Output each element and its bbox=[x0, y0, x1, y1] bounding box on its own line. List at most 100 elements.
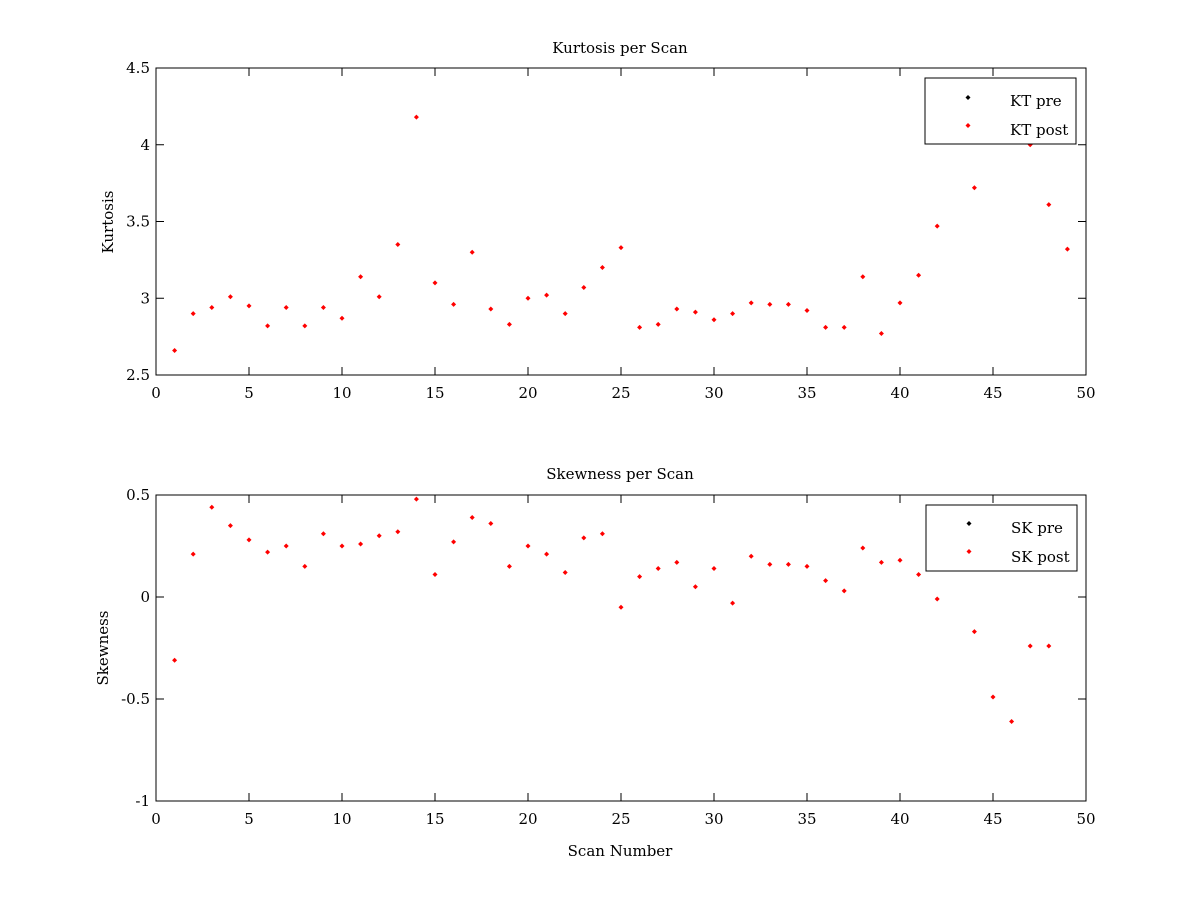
chart-title: Skewness per Scan bbox=[546, 465, 694, 483]
data-point bbox=[562, 311, 568, 317]
legend-box bbox=[925, 504, 1078, 572]
data-point bbox=[767, 561, 773, 567]
x-axis: 0 5 10 15 20 25 30 35 40 45 50 bbox=[151, 68, 1096, 402]
data-point bbox=[302, 323, 308, 329]
data-point bbox=[655, 565, 661, 571]
legend-marker-kt-post bbox=[965, 123, 971, 128]
legend-label-kt-post: KT post bbox=[1010, 121, 1068, 139]
data-point bbox=[860, 545, 866, 551]
data-point bbox=[971, 629, 977, 635]
data-point bbox=[804, 308, 810, 314]
data-point bbox=[599, 265, 605, 271]
data-point bbox=[488, 521, 494, 527]
data-point bbox=[692, 309, 698, 315]
data-point bbox=[1027, 643, 1033, 649]
x-tick-label: 0 bbox=[151, 810, 161, 828]
data-point bbox=[320, 531, 326, 537]
data-point bbox=[506, 321, 512, 327]
data-point bbox=[413, 496, 419, 502]
x-tick-label: 50 bbox=[1076, 810, 1095, 828]
data-point bbox=[785, 561, 791, 567]
x-tick-label: 10 bbox=[332, 384, 351, 402]
data-point bbox=[488, 306, 494, 312]
legend-label-sk-pre: SK pre bbox=[1011, 519, 1063, 537]
data-point bbox=[1009, 718, 1015, 724]
data-point bbox=[692, 584, 698, 590]
x-axis: 0 5 10 15 20 25 30 35 40 45 50 bbox=[151, 495, 1096, 828]
data-point bbox=[339, 315, 345, 321]
data-point bbox=[525, 295, 531, 301]
data-point bbox=[711, 565, 717, 571]
x-tick-label: 40 bbox=[890, 384, 909, 402]
data-point bbox=[172, 657, 178, 663]
y-tick-label: 4.5 bbox=[126, 59, 150, 77]
legend-marker-sk-pre bbox=[966, 521, 972, 526]
data-point bbox=[581, 285, 587, 291]
data-points bbox=[172, 114, 1070, 353]
data-point bbox=[637, 574, 643, 580]
data-point bbox=[190, 551, 196, 557]
x-tick-label: 20 bbox=[518, 384, 537, 402]
data-point bbox=[878, 331, 884, 337]
data-point bbox=[748, 300, 754, 306]
data-point bbox=[916, 572, 922, 578]
x-tick-label: 35 bbox=[797, 810, 816, 828]
x-tick-label: 40 bbox=[890, 810, 909, 828]
data-point bbox=[897, 557, 903, 563]
data-point bbox=[1064, 246, 1070, 252]
data-point bbox=[878, 559, 884, 565]
legend-label-sk-post: SK post bbox=[1011, 548, 1070, 566]
data-point bbox=[227, 294, 233, 300]
data-point bbox=[525, 543, 531, 549]
x-tick-label: 45 bbox=[983, 384, 1002, 402]
data-point bbox=[916, 272, 922, 278]
data-point bbox=[358, 541, 364, 547]
data-point bbox=[897, 300, 903, 306]
data-point bbox=[785, 301, 791, 307]
data-point bbox=[730, 600, 736, 606]
legend: SK pre SK post bbox=[925, 504, 1078, 572]
data-point bbox=[302, 563, 308, 569]
data-point bbox=[823, 578, 829, 584]
data-point bbox=[618, 245, 624, 251]
y-axis: -1 -0.5 0 0.5 bbox=[121, 486, 1086, 810]
chart-title: Kurtosis per Scan bbox=[552, 39, 688, 57]
data-point bbox=[320, 304, 326, 310]
data-point bbox=[581, 535, 587, 541]
data-point bbox=[413, 114, 419, 120]
y-tick-label: 3.5 bbox=[126, 213, 150, 231]
y-tick-label: 0.5 bbox=[126, 486, 150, 504]
x-tick-label: 30 bbox=[704, 810, 723, 828]
legend-box bbox=[924, 77, 1077, 145]
data-point bbox=[506, 563, 512, 569]
x-tick-label: 5 bbox=[244, 384, 254, 402]
x-tick-label: 15 bbox=[425, 384, 444, 402]
data-point bbox=[841, 324, 847, 330]
data-point bbox=[172, 347, 178, 353]
data-point bbox=[655, 321, 661, 327]
data-point bbox=[246, 537, 252, 543]
data-point bbox=[209, 304, 215, 310]
data-point bbox=[469, 249, 475, 255]
data-points bbox=[172, 496, 1052, 724]
data-point bbox=[432, 572, 438, 578]
legend-marker-kt-pre bbox=[965, 95, 971, 100]
data-point bbox=[637, 324, 643, 330]
data-point bbox=[544, 551, 550, 557]
data-point bbox=[339, 543, 345, 549]
x-tick-label: 5 bbox=[244, 810, 254, 828]
data-point bbox=[190, 311, 196, 317]
data-point bbox=[265, 323, 271, 329]
data-point bbox=[1046, 643, 1052, 649]
data-point bbox=[748, 553, 754, 559]
y-tick-label: 2.5 bbox=[126, 366, 150, 384]
data-point bbox=[971, 185, 977, 191]
x-tick-label: 45 bbox=[983, 810, 1002, 828]
data-point bbox=[767, 301, 773, 307]
x-tick-label: 15 bbox=[425, 810, 444, 828]
data-point bbox=[544, 292, 550, 298]
data-point bbox=[860, 274, 866, 280]
data-point bbox=[990, 694, 996, 700]
x-axis-label: Scan Number bbox=[568, 842, 674, 860]
data-point bbox=[376, 533, 382, 539]
